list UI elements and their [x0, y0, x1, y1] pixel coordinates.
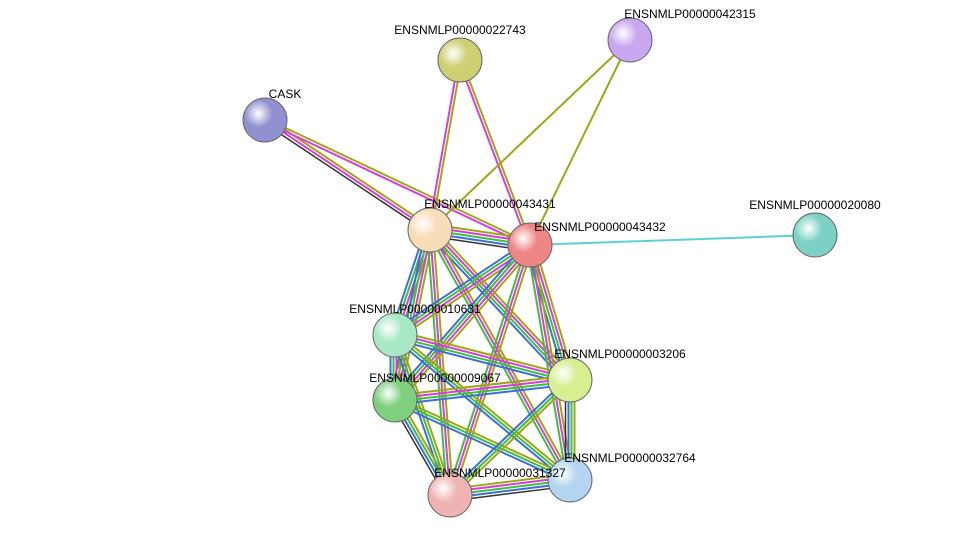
node-n43431[interactable] — [408, 208, 452, 252]
nodes — [243, 18, 837, 517]
edges — [282, 55, 793, 498]
node-n22743[interactable] — [438, 38, 482, 82]
node-n32764[interactable] — [548, 458, 592, 502]
edge — [286, 128, 511, 234]
node-nCASK[interactable] — [243, 98, 287, 142]
edge — [466, 81, 520, 225]
node-n43432[interactable] — [508, 223, 552, 267]
edge — [405, 420, 438, 477]
node-n09067[interactable] — [373, 378, 417, 422]
node-n10631[interactable] — [373, 313, 417, 357]
network-diagram: ENSNMLP00000022743ENSNMLP00000042315CASK… — [0, 0, 975, 548]
edge — [435, 82, 457, 209]
node-n20080[interactable] — [793, 213, 837, 257]
edge — [469, 80, 523, 224]
diagram-svg — [0, 0, 975, 548]
edge — [540, 60, 621, 225]
edge — [285, 130, 413, 216]
edge — [414, 347, 555, 464]
node-n03206[interactable] — [548, 358, 592, 402]
edge — [552, 236, 793, 244]
node-n42315[interactable] — [608, 18, 652, 62]
edge — [283, 132, 411, 218]
edge — [284, 131, 509, 237]
node-n31327[interactable] — [428, 473, 472, 517]
edge — [432, 81, 454, 208]
